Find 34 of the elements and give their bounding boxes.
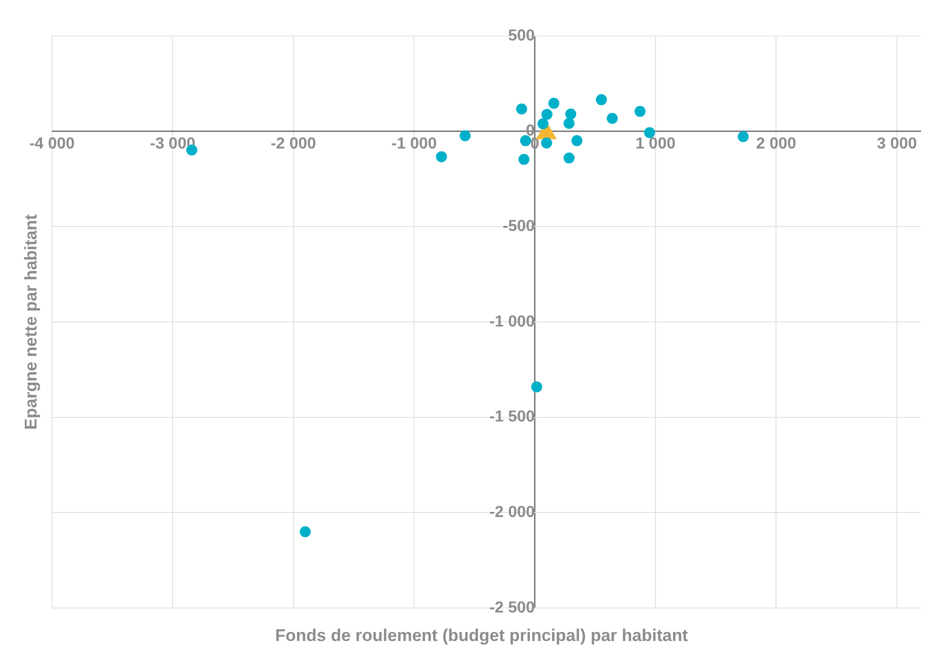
y-tick-label: 500: [508, 27, 535, 44]
x-tick-label: -4 000: [29, 135, 75, 152]
point: [520, 135, 532, 146]
y-tick-label: -2 500: [489, 599, 535, 616]
point: [518, 154, 530, 165]
point: [516, 104, 528, 115]
point: [596, 94, 607, 106]
point: [531, 381, 542, 392]
point: [571, 135, 582, 146]
x-axis-title: Fonds de roulement (budget principal) par habitant: [275, 626, 688, 646]
y-tick-label: -500: [502, 218, 535, 236]
point: [606, 112, 618, 124]
point: [537, 118, 548, 130]
y-tick-label: -1 000: [489, 313, 535, 330]
x-tick-label: 3 000: [876, 135, 917, 152]
x-tick-label: -1 000: [391, 135, 437, 152]
y-tick-label: -2 000: [489, 504, 535, 522]
x-tick-label: -2 000: [270, 135, 316, 152]
x-tick-label: 1 000: [635, 135, 676, 152]
y-axis-title: Epargne nette par habitant: [22, 214, 41, 430]
point: [300, 526, 311, 538]
point: [548, 98, 560, 109]
point: [634, 106, 646, 117]
point: [565, 108, 576, 120]
point: [436, 151, 447, 162]
point: [460, 130, 471, 142]
point: [644, 127, 656, 138]
point: [541, 108, 552, 120]
point: [738, 131, 749, 142]
point: [564, 152, 575, 164]
x-tick-label: 2 000: [756, 135, 796, 152]
point: [564, 118, 575, 129]
point: [541, 137, 552, 148]
y-tick-label: -1 500: [489, 408, 535, 426]
